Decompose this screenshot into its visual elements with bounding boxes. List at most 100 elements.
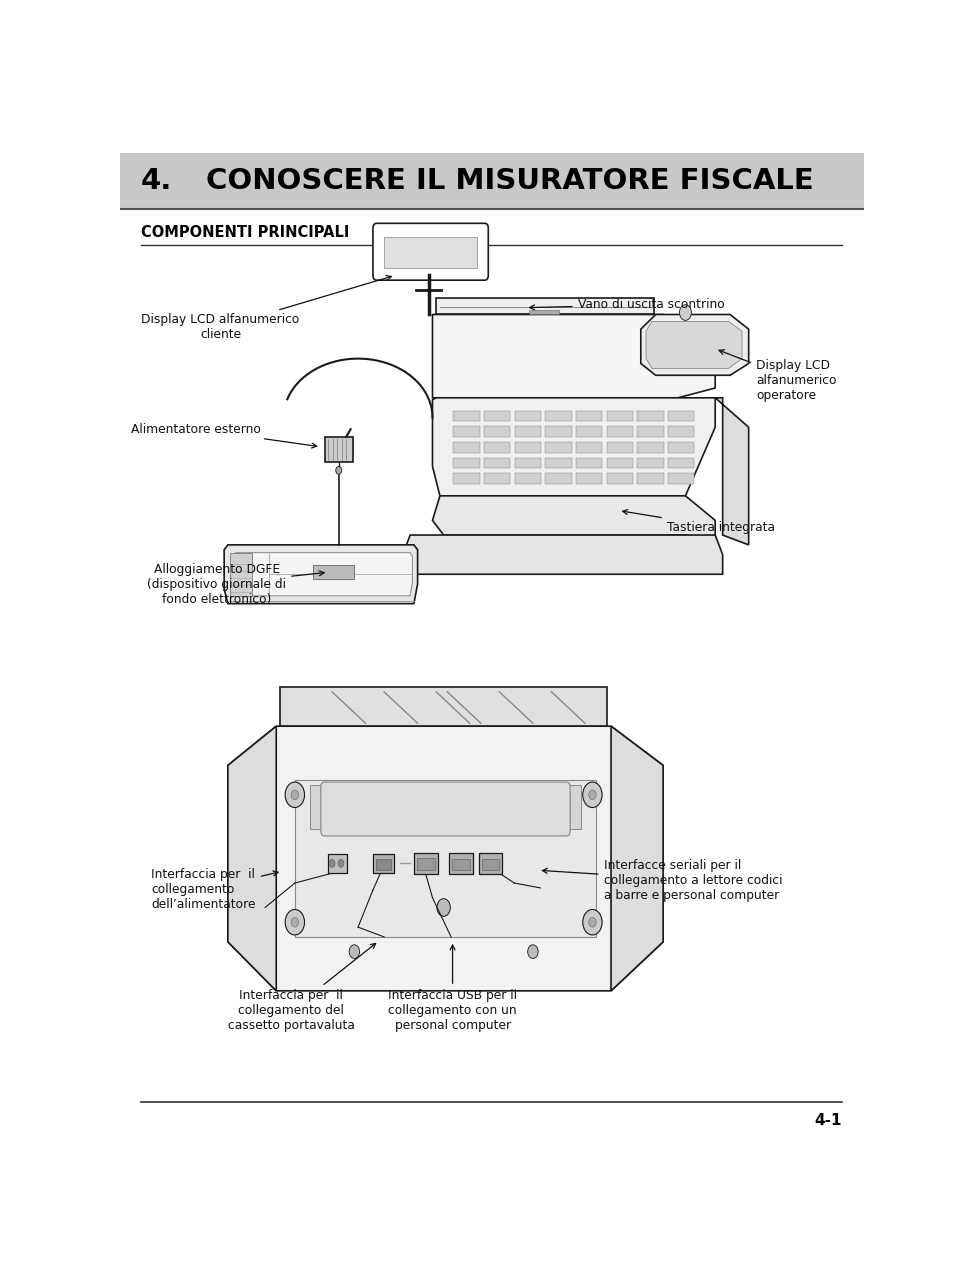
Polygon shape <box>637 457 663 468</box>
Polygon shape <box>637 411 663 421</box>
Polygon shape <box>403 535 723 574</box>
Polygon shape <box>432 495 715 540</box>
Polygon shape <box>453 411 480 421</box>
Circle shape <box>349 945 360 959</box>
Circle shape <box>437 899 450 917</box>
Polygon shape <box>611 726 663 990</box>
Polygon shape <box>607 426 633 437</box>
Polygon shape <box>545 457 571 468</box>
Text: Interfaccia per  il
collegamento del
cassetto portavaluta: Interfaccia per il collegamento del cass… <box>228 943 375 1032</box>
Polygon shape <box>484 457 510 468</box>
Circle shape <box>291 789 299 799</box>
Polygon shape <box>607 442 633 453</box>
Text: Vano di uscita scontrino: Vano di uscita scontrino <box>530 298 724 311</box>
Circle shape <box>336 466 342 475</box>
Bar <box>479 853 502 875</box>
Bar <box>452 858 469 871</box>
Text: Alimentatore esterno: Alimentatore esterno <box>132 423 317 448</box>
FancyBboxPatch shape <box>321 782 570 836</box>
Polygon shape <box>515 426 540 437</box>
Circle shape <box>329 859 335 867</box>
Polygon shape <box>545 411 571 421</box>
Circle shape <box>528 945 539 959</box>
Polygon shape <box>453 442 480 453</box>
Text: Alloggiamento DGFE
(dispositivo giornale di
fondo elettronico): Alloggiamento DGFE (dispositivo giornale… <box>147 563 324 606</box>
Polygon shape <box>576 442 602 453</box>
Polygon shape <box>484 474 510 484</box>
Polygon shape <box>668 457 694 468</box>
Polygon shape <box>641 314 749 376</box>
Text: CONOSCERE IL MISURATORE FISCALE: CONOSCERE IL MISURATORE FISCALE <box>205 167 813 195</box>
Bar <box>324 437 353 462</box>
Polygon shape <box>453 474 480 484</box>
Polygon shape <box>637 426 663 437</box>
Circle shape <box>588 789 596 799</box>
Circle shape <box>291 918 299 927</box>
Polygon shape <box>545 426 571 437</box>
Polygon shape <box>484 426 510 437</box>
Text: COMPONENTI PRINCIPALI: COMPONENTI PRINCIPALI <box>141 225 349 241</box>
FancyBboxPatch shape <box>372 223 489 280</box>
Polygon shape <box>576 474 602 484</box>
Bar <box>313 565 354 579</box>
Polygon shape <box>515 457 540 468</box>
Polygon shape <box>515 442 540 453</box>
FancyBboxPatch shape <box>120 153 864 209</box>
Polygon shape <box>453 426 480 437</box>
Text: 4.: 4. <box>141 167 172 195</box>
Text: Display LCD alfanumerico
cliente: Display LCD alfanumerico cliente <box>141 275 392 341</box>
Polygon shape <box>545 442 571 453</box>
Bar <box>376 858 391 871</box>
Bar <box>372 854 394 873</box>
Polygon shape <box>225 545 418 603</box>
Bar <box>414 853 438 875</box>
Circle shape <box>588 918 596 927</box>
Polygon shape <box>576 426 602 437</box>
Circle shape <box>583 909 602 934</box>
Polygon shape <box>576 411 602 421</box>
Circle shape <box>583 782 602 807</box>
Polygon shape <box>436 298 654 314</box>
Bar <box>529 309 559 313</box>
Polygon shape <box>228 726 276 990</box>
Polygon shape <box>668 411 694 421</box>
Polygon shape <box>668 426 694 437</box>
Polygon shape <box>637 474 663 484</box>
Polygon shape <box>233 552 413 596</box>
Polygon shape <box>637 442 663 453</box>
Polygon shape <box>280 687 608 726</box>
Bar <box>482 858 499 871</box>
Polygon shape <box>484 411 510 421</box>
Polygon shape <box>607 474 633 484</box>
Text: Tastiera integrata: Tastiera integrata <box>623 509 775 533</box>
Text: Interfaccia USB per il
collegamento con un
personal computer: Interfaccia USB per il collegamento con … <box>388 945 517 1032</box>
Polygon shape <box>295 780 596 937</box>
Polygon shape <box>607 411 633 421</box>
Polygon shape <box>545 474 571 484</box>
Circle shape <box>338 859 344 867</box>
Polygon shape <box>230 552 252 596</box>
Polygon shape <box>310 785 581 829</box>
Polygon shape <box>515 411 540 421</box>
Polygon shape <box>715 397 749 545</box>
Text: 4-1: 4-1 <box>814 1114 842 1128</box>
Polygon shape <box>228 726 663 990</box>
Polygon shape <box>668 442 694 453</box>
Text: Interfacce seriali per il
collegamento a lettore codici
a barre e personal compu: Interfacce seriali per il collegamento a… <box>542 858 782 901</box>
Polygon shape <box>576 457 602 468</box>
Polygon shape <box>646 321 742 368</box>
Circle shape <box>285 909 304 934</box>
Circle shape <box>285 782 304 807</box>
Polygon shape <box>607 457 633 468</box>
Bar <box>384 237 477 269</box>
Polygon shape <box>453 457 480 468</box>
Bar <box>449 853 472 875</box>
Polygon shape <box>668 474 694 484</box>
Polygon shape <box>515 474 540 484</box>
Text: Interfaccia per  il
collegamento
dell’alimentatore: Interfaccia per il collegamento dell’ali… <box>152 868 278 911</box>
Bar <box>328 854 347 873</box>
Polygon shape <box>432 314 715 397</box>
Text: Display LCD
alfanumerico
operatore: Display LCD alfanumerico operatore <box>719 350 836 402</box>
Polygon shape <box>484 442 510 453</box>
Polygon shape <box>432 397 715 495</box>
